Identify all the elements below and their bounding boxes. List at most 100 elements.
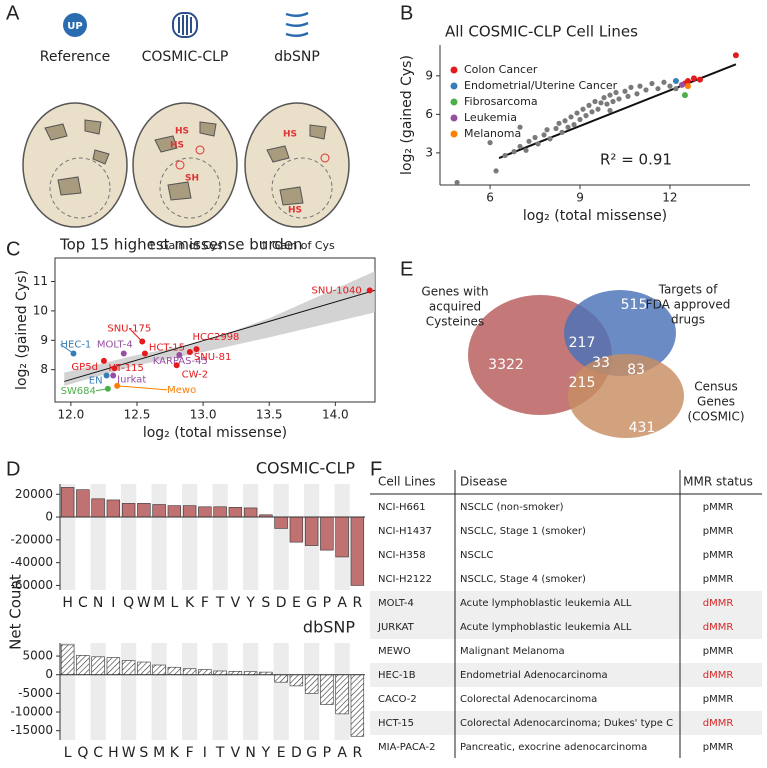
x-tick-label: L bbox=[170, 595, 178, 611]
category-band bbox=[273, 643, 289, 740]
table-cell: dMMR bbox=[703, 598, 734, 609]
bar bbox=[137, 503, 151, 518]
bar bbox=[304, 516, 319, 546]
icon-text: UP bbox=[67, 21, 82, 32]
point bbox=[661, 79, 667, 85]
x-tick-label: F bbox=[201, 595, 209, 611]
bar bbox=[106, 657, 121, 676]
chart-title: Top 15 highest missense burden bbox=[59, 236, 302, 254]
table-cell: Acute lymphoblastic leukemia ALL bbox=[460, 598, 632, 609]
bar bbox=[167, 666, 182, 676]
point bbox=[535, 141, 541, 147]
point bbox=[100, 357, 107, 364]
x-tick-label: F bbox=[186, 745, 194, 761]
legend-label: Fibrosarcoma bbox=[464, 95, 538, 108]
y-tick-label: -40000 bbox=[10, 555, 53, 569]
chart-title: COSMIC-CLP bbox=[256, 459, 355, 478]
x-tick-label: P bbox=[323, 745, 331, 761]
point bbox=[511, 149, 517, 155]
panel-label: E bbox=[400, 258, 413, 280]
point-label: HCT-15 bbox=[149, 343, 185, 354]
table-cell: pMMR bbox=[703, 694, 734, 705]
point-label: CW-2 bbox=[182, 369, 208, 380]
point bbox=[139, 338, 146, 345]
point bbox=[678, 81, 685, 88]
point bbox=[568, 114, 574, 120]
source-label: COSMIC-CLP bbox=[142, 49, 229, 65]
table-cell: pMMR bbox=[703, 550, 734, 561]
bar bbox=[304, 674, 319, 694]
venn-set-label: Targets of bbox=[658, 283, 719, 297]
category-band bbox=[212, 643, 228, 740]
table-cell: Pancreatic, exocrine adenocarcinoma bbox=[460, 742, 647, 753]
table-header: Cell Lines bbox=[378, 475, 436, 489]
y-tick-label: 11 bbox=[33, 274, 48, 288]
bar bbox=[182, 668, 197, 676]
y-axis-label: log₂ (gained Cys) bbox=[14, 270, 30, 390]
x-axis-label: log₂ (total missense) bbox=[523, 208, 667, 224]
x-tick-label: W bbox=[122, 745, 136, 761]
point bbox=[649, 80, 655, 87]
point bbox=[517, 143, 523, 150]
point bbox=[595, 106, 601, 112]
point bbox=[517, 124, 523, 130]
point bbox=[601, 95, 607, 101]
category-band bbox=[182, 484, 198, 590]
x-tick-label: S bbox=[261, 595, 270, 611]
bar bbox=[274, 674, 288, 683]
point bbox=[559, 129, 565, 135]
x-tick-label: P bbox=[323, 595, 331, 611]
x-tick-label: 6 bbox=[486, 191, 494, 205]
venn-set bbox=[568, 354, 684, 438]
panel-label: F bbox=[370, 458, 382, 480]
point bbox=[655, 86, 661, 92]
point bbox=[604, 101, 610, 107]
x-tick-label: H bbox=[62, 595, 73, 611]
bar bbox=[213, 670, 227, 676]
point bbox=[583, 113, 589, 119]
point bbox=[672, 77, 679, 84]
y-tick-label: 3 bbox=[425, 145, 433, 159]
legend-swatch bbox=[450, 98, 458, 106]
table-cell: Malignant Melanoma bbox=[460, 646, 565, 657]
venn-set-label: Genes with bbox=[421, 285, 488, 299]
bar bbox=[228, 671, 243, 676]
y-tick-label: 8 bbox=[40, 362, 48, 376]
row-shade bbox=[370, 711, 762, 735]
table-cell: NCI-H661 bbox=[378, 502, 426, 513]
bar bbox=[106, 499, 121, 518]
point-label: SW684 bbox=[61, 386, 96, 397]
bar bbox=[350, 674, 365, 737]
point bbox=[634, 91, 640, 97]
bar bbox=[243, 507, 258, 518]
x-tick-label: K bbox=[170, 745, 180, 761]
table-cell: dMMR bbox=[703, 718, 734, 729]
category-band bbox=[182, 643, 198, 740]
point bbox=[637, 83, 643, 89]
x-tick-label: 9 bbox=[576, 191, 584, 205]
table-cell: NCI-H2122 bbox=[378, 574, 432, 585]
x-tick-label: I bbox=[203, 745, 207, 761]
point bbox=[696, 76, 703, 83]
x-tick-label: W bbox=[137, 595, 151, 611]
category-band bbox=[151, 484, 167, 590]
point bbox=[553, 125, 559, 132]
bar bbox=[198, 506, 212, 518]
point bbox=[592, 98, 598, 105]
x-tick-label: D bbox=[276, 595, 287, 611]
confidence-band bbox=[64, 271, 375, 386]
category-band bbox=[273, 484, 289, 590]
point bbox=[366, 287, 373, 294]
venn-set-label: drugs bbox=[671, 313, 705, 327]
cell-reference bbox=[22, 102, 128, 228]
table-cell: JURKAT bbox=[377, 622, 415, 633]
point bbox=[111, 365, 118, 372]
legend-label: Colon Cancer bbox=[464, 63, 538, 76]
panel-label: A bbox=[6, 2, 20, 24]
point bbox=[523, 147, 529, 153]
table-cell: CACO-2 bbox=[378, 694, 417, 705]
point bbox=[690, 75, 697, 82]
point bbox=[610, 98, 616, 105]
point bbox=[565, 124, 571, 130]
